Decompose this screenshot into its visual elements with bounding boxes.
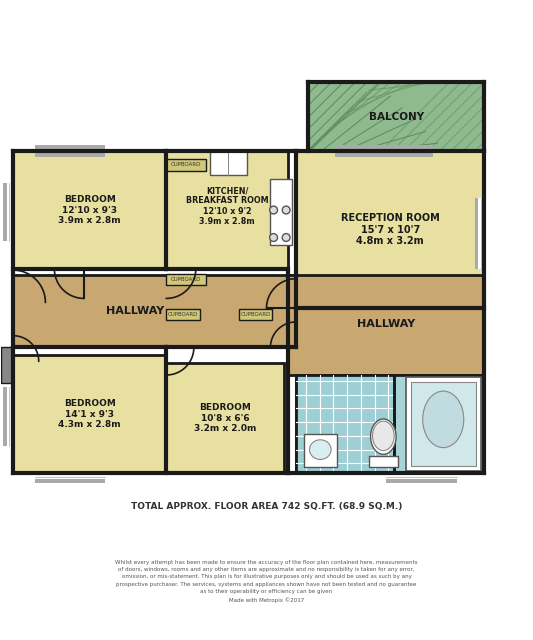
Text: BEDROOM
14'1 x 9'3
4.3m x 2.8m: BEDROOM 14'1 x 9'3 4.3m x 2.8m [59, 399, 121, 429]
Bar [239, 309, 272, 320]
Bar [475, 198, 487, 269]
Bar [166, 309, 200, 320]
Text: BEDROOM
10'8 x 6'6
3.2m x 2.0m: BEDROOM 10'8 x 6'6 3.2m x 2.0m [194, 403, 256, 433]
Circle shape [270, 206, 278, 214]
Ellipse shape [310, 440, 331, 460]
Bar [296, 375, 484, 473]
Bar [296, 375, 394, 473]
Bar [288, 275, 484, 375]
Bar [35, 145, 106, 157]
Text: KITCHEN/
BREAKFAST ROOM
12'10 x 9'2
3.9m x 2.8m: KITCHEN/ BREAKFAST ROOM 12'10 x 9'2 3.9m… [186, 186, 269, 226]
Bar [166, 274, 206, 285]
Bar [3, 387, 15, 445]
Text: CUPBOARD: CUPBOARD [171, 163, 201, 168]
Bar [2, 348, 13, 383]
Bar [166, 151, 288, 269]
Text: HALLWAY: HALLWAY [357, 319, 415, 329]
Text: CUPBOARD: CUPBOARD [171, 276, 201, 282]
Bar [12, 387, 15, 445]
Bar [13, 275, 296, 348]
Bar [35, 471, 106, 475]
Text: HALLWAY: HALLWAY [106, 307, 164, 316]
Bar [3, 387, 7, 445]
Bar [304, 434, 337, 467]
Ellipse shape [370, 419, 396, 454]
Bar [335, 145, 433, 157]
Bar [209, 151, 247, 175]
Ellipse shape [373, 421, 394, 451]
Bar [386, 479, 457, 483]
Ellipse shape [423, 391, 464, 447]
Bar [475, 198, 478, 269]
Bar [406, 377, 481, 471]
Circle shape [270, 234, 278, 241]
Text: RECEPTION ROOM
15'7 x 10'7
4.8m x 3.2m: RECEPTION ROOM 15'7 x 10'7 4.8m x 3.2m [341, 213, 440, 246]
Bar [35, 471, 106, 483]
Bar [369, 456, 398, 467]
Bar [13, 355, 166, 473]
Text: CUPBOARD: CUPBOARD [240, 312, 271, 317]
Bar [308, 83, 484, 151]
Bar [35, 154, 106, 157]
Text: CUPBOARD: CUPBOARD [168, 312, 198, 317]
Bar [3, 182, 7, 241]
Bar [410, 381, 476, 467]
Bar [270, 179, 292, 245]
Bar [296, 151, 484, 308]
Bar [12, 182, 15, 241]
Bar [13, 151, 166, 269]
Bar [335, 154, 433, 157]
Bar [166, 364, 284, 473]
Bar [386, 471, 457, 483]
Bar [35, 145, 106, 148]
Circle shape [282, 234, 290, 241]
Text: Whilst every attempt has been made to ensure the accuracy of the floor plan cont: Whilst every attempt has been made to en… [115, 559, 418, 603]
Text: BEDROOM
12'10 x 9'3
3.9m x 2.8m: BEDROOM 12'10 x 9'3 3.9m x 2.8m [59, 195, 121, 225]
Bar [3, 182, 15, 241]
Bar [335, 145, 433, 148]
Text: BALCONY: BALCONY [368, 112, 424, 122]
Bar [166, 159, 206, 171]
Bar [35, 479, 106, 483]
Bar [386, 471, 457, 475]
Text: TOTAL APPROX. FLOOR AREA 742 SQ.FT. (68.9 SQ.M.): TOTAL APPROX. FLOOR AREA 742 SQ.FT. (68.… [131, 502, 402, 511]
Bar [483, 198, 487, 269]
Circle shape [282, 206, 290, 214]
